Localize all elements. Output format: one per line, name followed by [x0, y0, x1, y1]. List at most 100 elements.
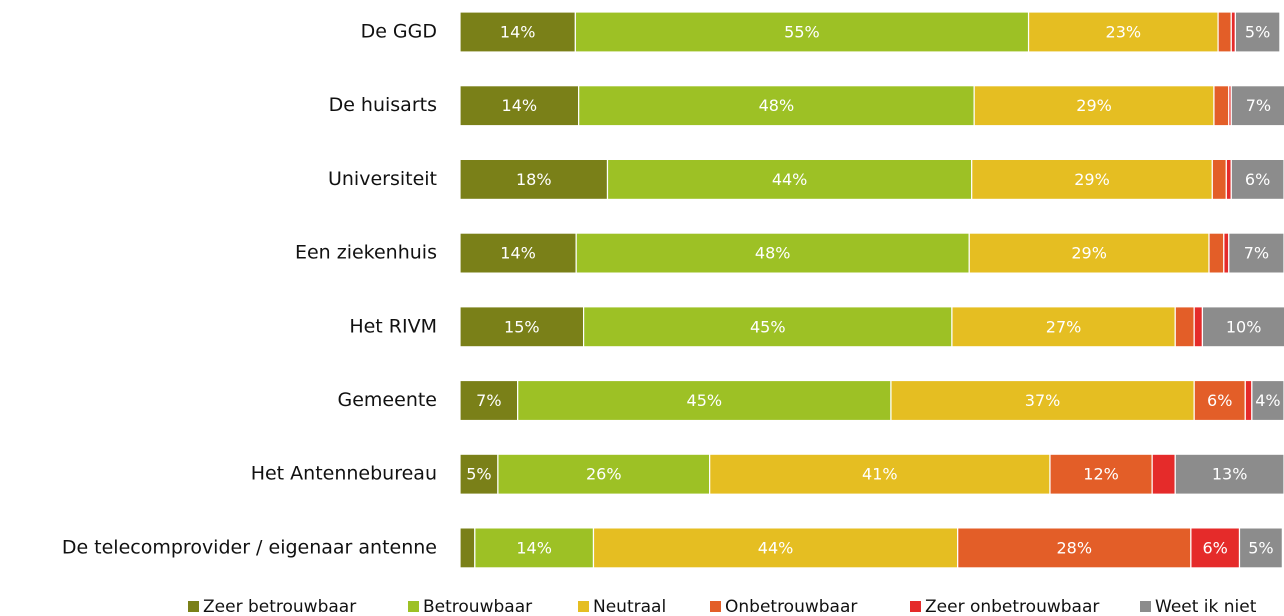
bar-segment: [474, 527, 595, 569]
bar-segment: [459, 232, 577, 274]
bar-segment: [1151, 453, 1176, 495]
bar-segment: [606, 158, 973, 200]
bar-segment: [973, 85, 1215, 127]
value-label: 4%: [1255, 391, 1280, 410]
bar-segment: [1244, 379, 1253, 422]
value-label: 15%: [504, 317, 540, 336]
bar-segment: [1234, 11, 1281, 53]
bar-segment: [459, 306, 585, 348]
legend-label: Zeer onbetrouwbaar: [925, 597, 1099, 616]
legend-label: Neutraal: [593, 597, 666, 616]
value-label: 29%: [1071, 244, 1107, 263]
value-label: 5%: [1245, 23, 1270, 42]
bar-segment: [971, 158, 1213, 200]
legend-swatch: [1140, 601, 1151, 612]
bar-segment: [1174, 306, 1195, 348]
bar-segment: [1228, 232, 1284, 274]
value-label: 14%: [500, 23, 536, 42]
bar-segment: [968, 232, 1210, 274]
category-label: Het RIVM: [349, 315, 437, 337]
bar-segment: [1223, 232, 1230, 274]
category-label: De telecomprovider / eigenaar antenne: [62, 536, 437, 558]
category-label: De huisarts: [329, 94, 437, 116]
bar-segment: [578, 85, 975, 127]
value-label: 14%: [500, 244, 536, 263]
value-label: 18%: [516, 170, 552, 189]
legend-swatch: [578, 601, 589, 612]
category-label: De GGD: [361, 21, 437, 43]
bar-segment: [1211, 158, 1227, 200]
bar-segment: [582, 306, 953, 348]
value-label: 10%: [1226, 317, 1262, 336]
bar-segment: [1201, 306, 1284, 348]
bar-segment: [1027, 11, 1219, 53]
bar-segment: [890, 379, 1195, 422]
value-label: 48%: [759, 96, 795, 115]
value-label: 27%: [1046, 317, 1082, 336]
value-label: 45%: [687, 391, 723, 410]
legend-label: Weet ik niet: [1155, 597, 1257, 616]
value-label: 26%: [586, 465, 622, 484]
bar-segment: [1217, 11, 1232, 53]
bar-segment: [1208, 232, 1225, 274]
category-label: Een ziekenhuis: [295, 242, 437, 264]
bar-segment: [1225, 158, 1232, 200]
value-label: 6%: [1207, 391, 1232, 410]
bar-segment: [517, 379, 892, 422]
value-label: 14%: [502, 96, 538, 115]
bar-segment: [1251, 379, 1284, 422]
bar-segment: [459, 527, 476, 569]
value-label: 44%: [772, 170, 808, 189]
bar-segment: [575, 232, 970, 274]
bar-segment: [459, 158, 609, 200]
bar-segment: [459, 85, 580, 127]
bar-segment: [1213, 85, 1230, 127]
legend-swatch: [408, 601, 419, 612]
bar-segment: [1049, 453, 1153, 495]
value-label: 29%: [1074, 170, 1110, 189]
category-label: Het Antennebureau: [251, 463, 437, 485]
legend-label: Betrouwbaar: [423, 597, 532, 616]
bar-segment: [459, 379, 519, 422]
value-label: 14%: [516, 538, 552, 557]
bar-segment: [1174, 453, 1284, 495]
bar-segment: [1230, 158, 1284, 200]
bar-segment: [1193, 379, 1246, 422]
value-label: 12%: [1083, 465, 1119, 484]
legend-label: Zeer betrouwbaar: [203, 597, 356, 616]
value-label: 28%: [1057, 538, 1093, 557]
legend-label: Onbetrouwbaar: [725, 597, 857, 616]
legend-swatch: [188, 601, 199, 612]
value-label: 29%: [1076, 96, 1112, 115]
value-label: 13%: [1212, 465, 1248, 484]
value-label: 23%: [1106, 23, 1142, 42]
value-label: 7%: [1244, 244, 1269, 263]
value-label: 37%: [1025, 391, 1061, 410]
value-label: 5%: [466, 465, 491, 484]
value-label: 7%: [476, 391, 501, 410]
bar-segment: [1230, 85, 1284, 127]
bar-segment: [497, 453, 711, 495]
legend-swatch: [910, 601, 921, 612]
value-label: 48%: [755, 244, 791, 263]
value-label: 45%: [750, 317, 786, 336]
value-label: 7%: [1246, 96, 1271, 115]
value-label: 44%: [758, 538, 794, 557]
bar-segment: [709, 453, 1051, 495]
legend-swatch: [710, 601, 721, 612]
bar-segment: [1238, 527, 1283, 569]
value-label: 6%: [1245, 170, 1270, 189]
value-label: 41%: [862, 465, 898, 484]
bar-segment: [1230, 11, 1236, 53]
value-label: 6%: [1203, 538, 1228, 557]
value-label: 55%: [784, 23, 820, 42]
bar-segment: [951, 306, 1176, 348]
bar-segment: [459, 11, 576, 53]
bar-segment: [1190, 527, 1241, 569]
bar-segment: [1193, 306, 1204, 348]
category-label: Gemeente: [338, 389, 437, 411]
bar-segment: [574, 11, 1030, 53]
value-label: 5%: [1248, 538, 1273, 557]
category-label: Universiteit: [328, 168, 437, 190]
